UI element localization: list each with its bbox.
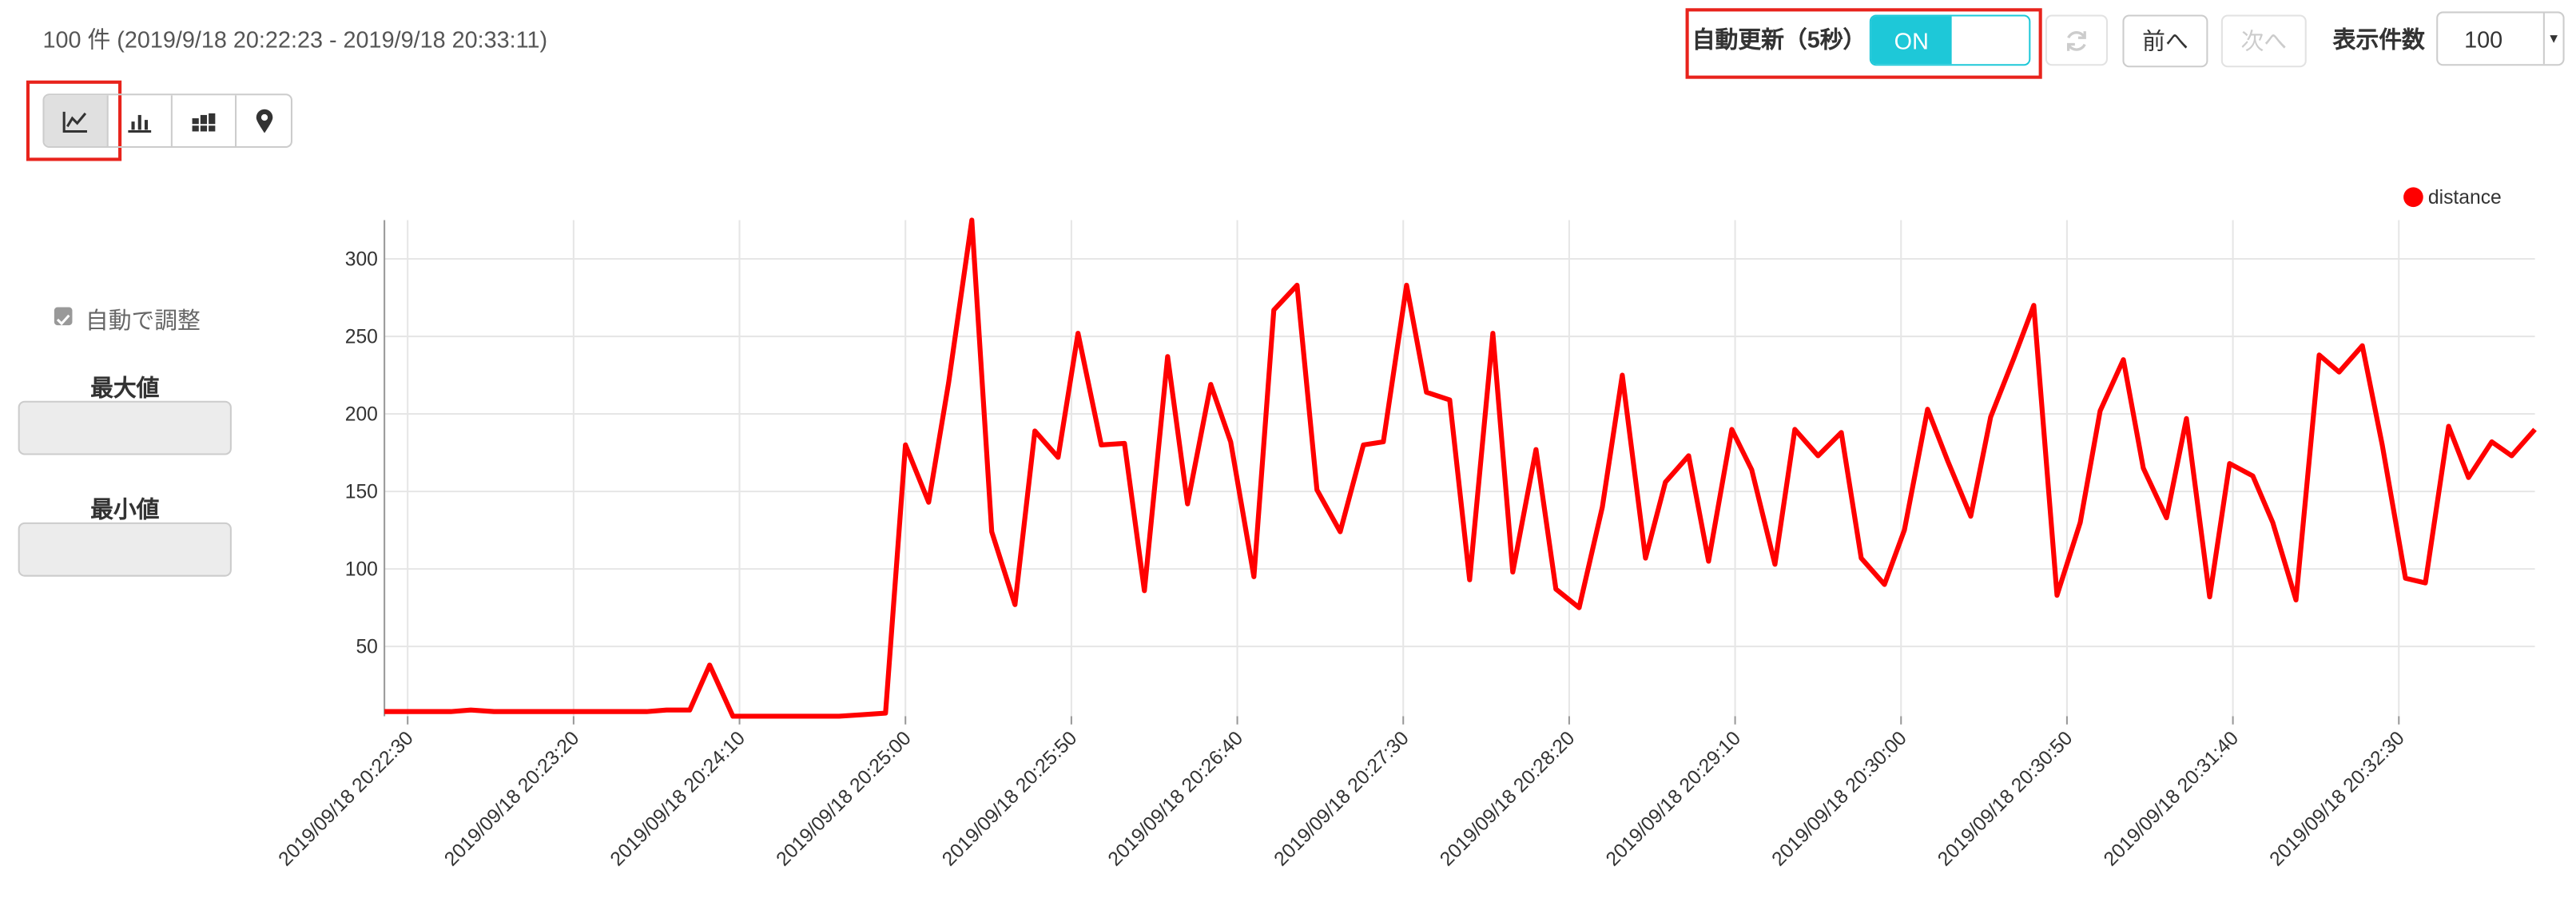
y-tick-label: 200: [345, 403, 378, 425]
next-button[interactable]: 次へ: [2220, 14, 2307, 68]
page-size-label: 表示件数: [2332, 26, 2425, 53]
line-icon: [62, 110, 87, 133]
x-tick-label: 2019/09/18 20:26:40: [1104, 727, 1247, 870]
x-tick-label: 2019/09/18 20:25:50: [938, 727, 1081, 870]
min-input[interactable]: [18, 522, 232, 577]
legend-marker: [2403, 187, 2423, 208]
record-range: 100 件 (2019/9/18 20:22:23 - 2019/9/18 20…: [42, 26, 548, 53]
x-tick-label: 2019/09/18 20:27:30: [1270, 727, 1413, 870]
x-tick-label: 2019/09/18 20:28:20: [1436, 727, 1579, 870]
auto-adjust-label: 自動で調整: [85, 307, 201, 334]
check-icon: [56, 314, 70, 326]
map-icon: [255, 108, 272, 133]
y-tick-label: 50: [356, 636, 377, 658]
x-tick-label: 2019/09/18 20:30:50: [1934, 727, 2077, 870]
min-label: 最小値: [90, 495, 160, 523]
view-switcher: [42, 93, 292, 149]
y-tick-label: 150: [345, 481, 378, 503]
legend-label: distance: [2428, 187, 2502, 209]
checkbox[interactable]: [54, 307, 73, 326]
refresh-icon: [2066, 30, 2086, 50]
highlight-box: [1685, 8, 2042, 79]
max-label: 最大値: [90, 374, 160, 401]
map-view-button[interactable]: [237, 95, 291, 146]
x-tick-label: 2019/09/18 20:25:00: [773, 727, 916, 870]
toggle-on: ON: [1870, 16, 1952, 65]
bar-icon: [128, 113, 152, 133]
line-view-button[interactable]: [44, 95, 109, 146]
refresh-button[interactable]: [2045, 14, 2108, 66]
x-tick-label: 2019/09/18 20:32:30: [2266, 727, 2409, 870]
x-tick-label: 2019/09/18 20:29:10: [1602, 727, 1745, 870]
x-tick-label: 2019/09/18 20:24:10: [606, 727, 749, 870]
auto-refresh-label: 自動更新（5秒）: [1691, 26, 1866, 53]
dropdown-arrow: ▼: [2542, 13, 2563, 65]
stacked-icon: [190, 112, 217, 131]
max-input[interactable]: [18, 400, 232, 455]
prev-button[interactable]: 前へ: [2122, 14, 2208, 68]
data-line: [384, 217, 2537, 719]
page-size-select[interactable]: 100 ▼: [2436, 11, 2565, 66]
y-tick-label: 300: [345, 248, 378, 270]
bar-view-button[interactable]: [109, 95, 173, 146]
highlight-box: [26, 80, 122, 161]
x-tick-label: 2019/09/18 20:30:00: [1768, 727, 1911, 870]
x-tick-label: 2019/09/18 20:22:30: [275, 727, 418, 870]
stacked-view-button[interactable]: [173, 95, 237, 146]
page-size-value: 100: [2464, 25, 2503, 52]
auto-refresh-toggle[interactable]: ON: [1869, 14, 2031, 66]
y-tick-label: 100: [345, 558, 378, 580]
y-tick-label: 250: [345, 326, 378, 348]
x-tick-label: 2019/09/18 20:31:40: [2100, 727, 2243, 870]
x-tick-label: 2019/09/18 20:23:20: [440, 727, 583, 870]
